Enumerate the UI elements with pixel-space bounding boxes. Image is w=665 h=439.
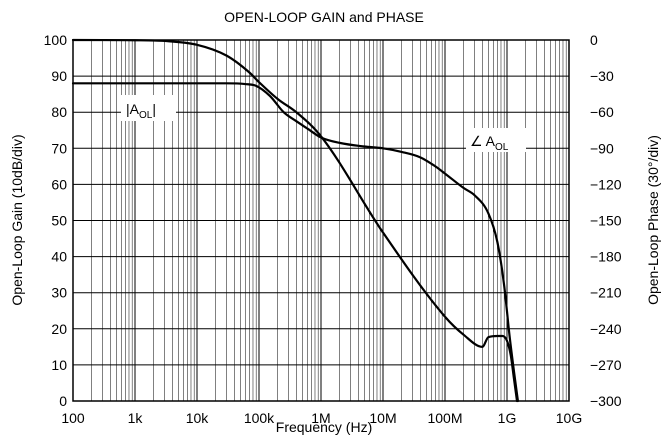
y2-tick-label: −180: [590, 249, 622, 265]
x-tick-label: 1k: [128, 410, 144, 426]
gain-label-text: |AOL|: [126, 101, 156, 121]
y2-tick-label: −30: [590, 68, 614, 84]
y2-tick-label: −150: [590, 213, 622, 229]
y2-tick-label: −60: [590, 104, 614, 120]
phase-curve-label: ∠ AOL: [466, 128, 526, 153]
curves: [71, 38, 520, 403]
phase-label-sub: OL: [495, 142, 509, 153]
y2-tick-label: −270: [590, 357, 622, 373]
x-axis-ticks: 100 1k 10k 100k 1M 10M 100M 1G 10G: [61, 410, 582, 426]
y-tick-label: 20: [51, 321, 67, 337]
gain-label-end: |: [152, 101, 156, 117]
x-tick-label: 1M: [311, 410, 330, 426]
y-tick-label: 70: [51, 140, 67, 156]
y-tick-label: 40: [51, 249, 67, 265]
y-tick-label: 10: [51, 357, 67, 373]
x-tick-label: 100k: [244, 410, 275, 426]
x-tick-label: 10G: [556, 410, 582, 426]
y-tick-label: 0: [59, 393, 67, 409]
phase-label-text: ∠ AOL: [470, 133, 509, 153]
gain-curve-label: |AOL|: [121, 95, 176, 121]
gain-curve: [71, 82, 520, 403]
y-axis-title: Open-Loop Gain (10dB/div): [9, 134, 25, 305]
y-tick-label: 80: [51, 104, 67, 120]
chart-title: OPEN-LOOP GAIN and PHASE: [224, 9, 424, 25]
x-tick-label: 10k: [186, 410, 210, 426]
major-grid: [72, 39, 570, 402]
y2-tick-label: −240: [590, 321, 622, 337]
y2-axis-ticks: 0 −30 −60 −90 −120 −150 −180 −210 −240 −270 −300: [590, 32, 622, 409]
y-tick-label: 100: [44, 32, 68, 48]
x-tick-label: 100: [61, 410, 85, 426]
gain-label-main: |A: [126, 101, 140, 117]
y2-tick-label: −300: [590, 393, 622, 409]
y-tick-label: 90: [51, 68, 67, 84]
phase-label-background: [466, 128, 526, 152]
x-tick-label: 10M: [369, 410, 396, 426]
y2-tick-label: −90: [590, 140, 614, 156]
y2-tick-label: −210: [590, 285, 622, 301]
x-tick-label: 100M: [427, 410, 462, 426]
y2-tick-label: −120: [590, 176, 622, 192]
y2-axis-title: Open-Loop Phase (30°/div): [645, 135, 661, 305]
y-axis-ticks: 0 10 20 30 40 50 60 70 80 90 100: [44, 32, 68, 409]
gain-label-background: [121, 95, 176, 121]
phase-label-main: ∠ A: [470, 133, 496, 149]
x-tick-label: 1G: [498, 410, 517, 426]
y2-tick-label: 0: [590, 32, 598, 48]
gain-label-sub: OL: [139, 110, 153, 121]
y-tick-label: 30: [51, 285, 67, 301]
x-axis-title: Frequency (Hz): [276, 419, 372, 435]
phase-curve: [71, 38, 519, 403]
plot-frame: [72, 39, 570, 402]
y-tick-label: 50: [51, 213, 67, 229]
y-tick-label: 60: [51, 176, 67, 192]
